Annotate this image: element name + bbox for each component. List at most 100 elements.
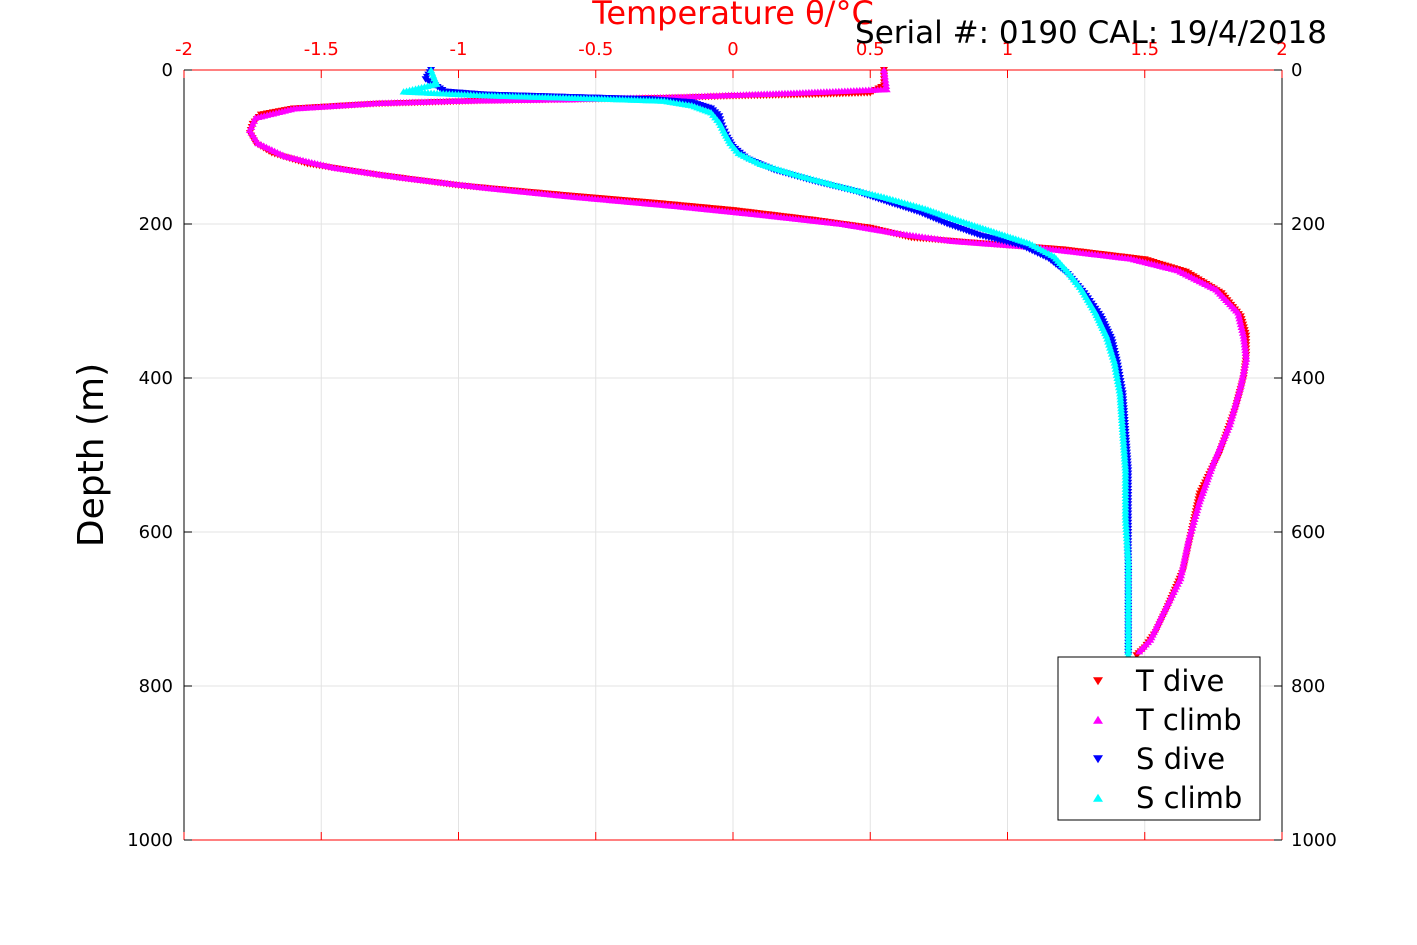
- data-point: [1124, 556, 1133, 563]
- data-point: [1232, 397, 1241, 404]
- data-point: [1115, 386, 1124, 394]
- y-axis-title: Depth (m): [71, 363, 112, 547]
- legend-label: T climb: [1135, 703, 1242, 737]
- data-point: [1122, 522, 1131, 529]
- data-point: [1122, 525, 1131, 532]
- data-point: [1122, 537, 1131, 545]
- data-point: [1238, 329, 1247, 336]
- data-point: [1121, 513, 1130, 520]
- data-point: [1186, 530, 1195, 537]
- data-point: [1193, 506, 1202, 514]
- y-tick-label-right: 600: [1291, 522, 1325, 543]
- data-point: [1119, 443, 1128, 450]
- y-tick-label-left: 800: [139, 676, 173, 697]
- data-point: [1117, 407, 1126, 415]
- data-point: [1121, 519, 1130, 526]
- data-point: [1117, 404, 1126, 412]
- data-point: [1116, 395, 1125, 403]
- data-point: [1231, 400, 1240, 407]
- data-point: [1120, 449, 1129, 456]
- data-point: [1233, 394, 1242, 401]
- data-point: [879, 66, 888, 73]
- data-point: [1236, 320, 1245, 328]
- data-point: [1118, 422, 1127, 429]
- series-s-dive: [421, 67, 1133, 659]
- x-tick-label: 1.5: [1130, 39, 1159, 60]
- y-tick-label-left: 0: [162, 60, 173, 81]
- data-point: [1180, 557, 1189, 564]
- data-point: [1238, 326, 1247, 333]
- data-point: [1240, 343, 1249, 351]
- data-point: [1230, 405, 1239, 413]
- data-point: [1237, 379, 1246, 386]
- legend-label: T dive: [1135, 664, 1224, 698]
- x-tick-label: -1.5: [304, 39, 339, 60]
- legend-marker: [1093, 755, 1103, 764]
- y-tick-label-left: 1000: [127, 830, 173, 851]
- data-point: [1237, 323, 1246, 330]
- data-point: [1120, 455, 1129, 462]
- data-point: [1192, 509, 1201, 517]
- data-point: [1177, 571, 1186, 579]
- data-point: [1119, 437, 1128, 444]
- data-point: [1123, 544, 1132, 551]
- data-point: [1239, 335, 1248, 342]
- y-tick-label-right: 1000: [1291, 830, 1337, 851]
- data-point: [1118, 425, 1127, 432]
- data-point: [1121, 461, 1130, 468]
- data-point: [1239, 332, 1248, 339]
- data-point: [1235, 314, 1244, 322]
- data-point: [1239, 370, 1248, 377]
- data-point: [1241, 361, 1250, 368]
- data-point: [1241, 349, 1250, 356]
- x-tick-label: 0.5: [856, 39, 885, 60]
- data-point: [1178, 562, 1187, 570]
- data-point: [1235, 388, 1244, 395]
- data-point: [1235, 385, 1244, 392]
- data-point: [1122, 531, 1131, 539]
- legend-marker: [1093, 677, 1103, 686]
- data-point: [1236, 382, 1245, 389]
- data-point: [1117, 416, 1126, 424]
- y-tick-label-right: 0: [1291, 60, 1302, 81]
- data-point: [1240, 364, 1249, 371]
- data-point: [1236, 317, 1245, 325]
- data-point: [1111, 362, 1120, 369]
- data-point: [1187, 527, 1196, 534]
- data-point: [880, 69, 889, 77]
- data-point: [1180, 554, 1189, 561]
- serial-calibration-label: Serial #: 0190 CAL: 19/4/2018: [855, 15, 1327, 51]
- data-point: [1116, 390, 1125, 397]
- data-point: [1182, 548, 1191, 555]
- y-tick-label-left: 400: [139, 368, 173, 389]
- legend-marker: [1093, 793, 1103, 802]
- data-point: [1114, 383, 1123, 391]
- x-tick-label: -0.5: [578, 39, 613, 60]
- data-point: [1234, 391, 1243, 398]
- legend-box: [1057, 656, 1261, 821]
- data-point: [1184, 536, 1193, 543]
- data-point: [1179, 559, 1188, 567]
- data-point: [1178, 565, 1187, 573]
- data-point: [1122, 534, 1131, 542]
- data-point: [1122, 528, 1131, 535]
- data-point: [1228, 411, 1237, 419]
- data-point: [1241, 346, 1250, 354]
- data-point: [1241, 352, 1250, 359]
- x-tick-label: 2: [1276, 39, 1287, 60]
- data-point: [1116, 398, 1125, 406]
- data-point: [1191, 512, 1200, 520]
- data-point: [1183, 542, 1192, 549]
- data-point: [1112, 368, 1121, 375]
- data-point: [1193, 503, 1202, 511]
- data-point: [1195, 497, 1204, 505]
- data-point: [1238, 373, 1247, 380]
- data-point: [1184, 539, 1193, 546]
- data-point: [1226, 417, 1235, 425]
- data-point: [1116, 401, 1125, 409]
- data-point: [1177, 568, 1186, 576]
- data-point: [880, 73, 889, 80]
- x-axis-title: Temperature θ/°C: [591, 0, 874, 32]
- data-point: [1182, 545, 1191, 552]
